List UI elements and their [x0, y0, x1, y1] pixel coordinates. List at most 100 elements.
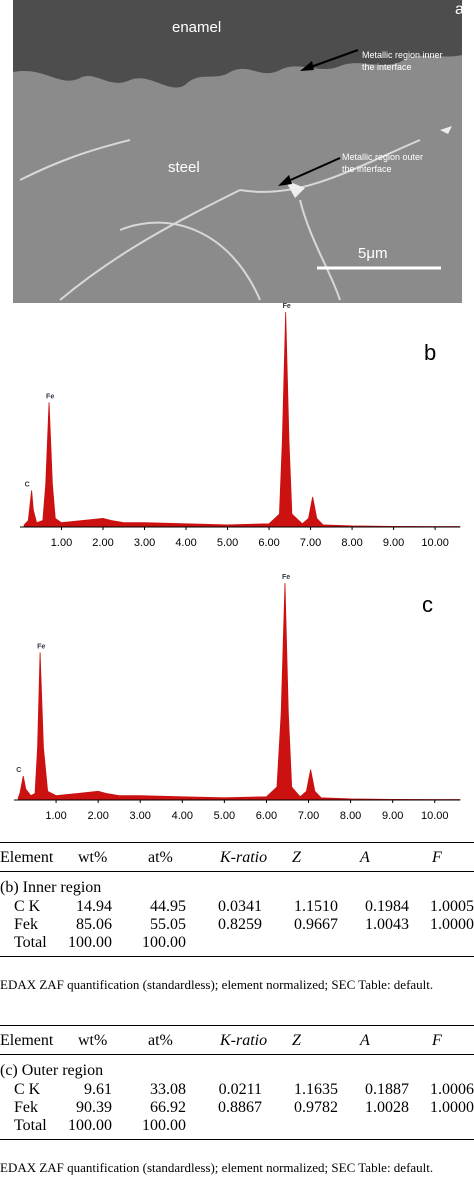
- arrowhead: [278, 175, 292, 186]
- panel-label: b: [424, 340, 436, 365]
- x-tick-label: 4.00: [175, 537, 196, 549]
- grain-boundary: [19, 139, 421, 301]
- figure: a enamel steel 5μm Metallic region inner…: [13, 0, 464, 822]
- table-cell: 1.1635: [294, 1081, 338, 1098]
- table-cell: 100.00: [68, 934, 112, 951]
- table-rule: [0, 1139, 474, 1140]
- column-header: Element: [0, 849, 54, 866]
- arrowhead: [300, 61, 314, 71]
- column-header: K-ratio: [220, 849, 268, 866]
- column-header: F: [432, 1032, 442, 1049]
- table-cell: 0.8867: [218, 1099, 262, 1116]
- column-header: Z: [292, 849, 301, 866]
- column-header: at%: [148, 1032, 173, 1049]
- table-cell: 9.61: [84, 1081, 112, 1098]
- x-tick-label: 1.00: [45, 810, 66, 822]
- section-label: (b) Inner region: [0, 879, 102, 896]
- scale-label: 5μm: [358, 245, 387, 262]
- table-cell: 0.9782: [294, 1099, 338, 1116]
- enamel-region: [13, 0, 462, 88]
- x-tick-label: 9.00: [383, 537, 404, 549]
- table-cell: 55.05: [150, 916, 186, 933]
- table-cell: C K: [14, 898, 41, 915]
- peak-label: C: [25, 481, 30, 488]
- x-tick-label: 9.00: [382, 810, 403, 822]
- column-header: Z: [292, 1032, 301, 1049]
- table-cell: C K: [14, 1081, 41, 1098]
- x-tick-label: 1.00: [51, 537, 72, 549]
- panel-label: c: [422, 592, 433, 617]
- annotation: Metallic region inner: [362, 50, 443, 60]
- table-cell: 100.00: [68, 1117, 112, 1134]
- table-cell: 1.1510: [294, 898, 338, 915]
- region-label: enamel: [172, 19, 221, 36]
- x-tick-label: 3.00: [134, 537, 155, 549]
- table-cell: 0.1887: [365, 1081, 409, 1098]
- x-tick-label: 10.00: [421, 810, 449, 822]
- x-tick-label: 4.00: [172, 810, 193, 822]
- arrow: [307, 49, 359, 69]
- column-header: at%: [148, 849, 173, 866]
- table-cell: Fek: [14, 916, 38, 933]
- table-cell: 1.0000: [430, 1099, 474, 1116]
- section-label: (c) Outer region: [0, 1062, 104, 1079]
- arrow: [285, 157, 341, 183]
- table-cell: 0.0341: [218, 898, 262, 915]
- table-rule: [0, 842, 474, 843]
- column-header: F: [432, 849, 442, 866]
- x-tick-label: 10.00: [421, 537, 449, 549]
- table-cell: 0.8259: [218, 916, 262, 933]
- x-tick-label: 8.00: [341, 537, 362, 549]
- table-cell: 66.92: [150, 1099, 186, 1116]
- column-header: A: [360, 1032, 370, 1049]
- peak-label: Fe: [283, 303, 291, 310]
- x-tick-label: 2.00: [92, 537, 113, 549]
- table-cell: 1.0005: [430, 898, 474, 915]
- table-cell: Total: [14, 934, 47, 951]
- bright-spot: [285, 126, 452, 198]
- peak-label: C: [16, 767, 21, 774]
- table-cell: 1.0043: [365, 916, 409, 933]
- peak-label: Fe: [37, 643, 45, 650]
- x-tick-label: 3.00: [130, 810, 151, 822]
- table-cell: 1.0000: [430, 916, 474, 933]
- table-cell: 85.06: [76, 916, 112, 933]
- column-header: wt%: [78, 849, 108, 866]
- column-header: A: [360, 849, 370, 866]
- table-note: EDAX ZAF quantification (standardless); …: [0, 977, 434, 992]
- x-tick-label: 6.00: [258, 537, 279, 549]
- table-note: EDAX ZAF quantification (standardless); …: [0, 1160, 434, 1175]
- annotation: the interface: [342, 164, 392, 174]
- x-tick-label: 5.00: [217, 537, 238, 549]
- column-header: Element: [0, 1032, 54, 1049]
- region-label: steel: [168, 159, 200, 176]
- table-cell: 0.1984: [365, 898, 409, 915]
- table-cell: 100.00: [142, 934, 186, 951]
- table-cell: 90.39: [76, 1099, 112, 1116]
- spectrum: [17, 582, 461, 801]
- table-cell: 33.08: [150, 1081, 186, 1098]
- x-tick-label: 7.00: [300, 537, 321, 549]
- table-cell: 14.94: [76, 898, 112, 915]
- x-tick-label: 2.00: [87, 810, 108, 822]
- x-tick-label: 6.00: [256, 810, 277, 822]
- table-cell: 0.0211: [218, 1081, 262, 1098]
- table-cell: 1.0028: [365, 1099, 409, 1116]
- table-cell: Total: [14, 1117, 47, 1134]
- table-cell: 1.0006: [430, 1081, 474, 1098]
- x-tick-label: 7.00: [298, 810, 319, 822]
- table-cell: Fek: [14, 1099, 38, 1116]
- x-tick-label: 5.00: [214, 810, 235, 822]
- spectrum: [23, 311, 461, 528]
- table-cell: 44.95: [150, 898, 186, 915]
- table-rule: [0, 871, 474, 872]
- table-rule: [0, 1025, 474, 1026]
- peak-label: Fe: [46, 393, 54, 400]
- x-tick-label: 8.00: [340, 810, 361, 822]
- column-header: wt%: [78, 1032, 108, 1049]
- column-header: K-ratio: [220, 1032, 268, 1049]
- panel-label: a: [455, 1, 464, 18]
- annotation: Metallic region outer: [342, 152, 423, 162]
- annotation: the interface: [362, 62, 412, 72]
